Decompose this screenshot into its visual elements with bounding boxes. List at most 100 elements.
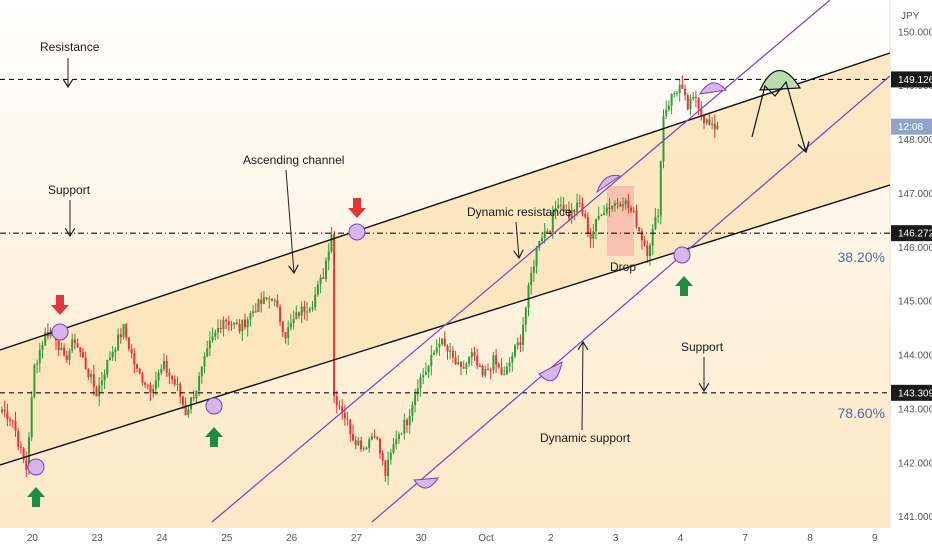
candle-body	[546, 231, 549, 233]
candle-body	[200, 366, 203, 377]
candle-body	[449, 350, 452, 352]
dynamic-resistance-line	[211, 0, 831, 523]
touch-marker	[205, 397, 223, 415]
candle-body	[441, 338, 444, 344]
candle-body	[465, 363, 468, 369]
y-tick-label: 142.000	[898, 458, 932, 469]
candle-body	[362, 448, 365, 450]
candle-body	[713, 123, 716, 130]
candle-body	[187, 409, 190, 415]
price-tag-label: 149.126	[898, 75, 932, 86]
candle-body	[416, 388, 419, 395]
x-tick-label: 26	[286, 533, 298, 544]
candle-body	[433, 352, 435, 355]
candle-body	[522, 324, 525, 345]
candle-body	[168, 372, 171, 376]
candle-body	[373, 436, 376, 438]
candle-body	[92, 374, 95, 388]
candle-body	[600, 215, 603, 217]
up-arrow-icon	[675, 276, 693, 296]
candle-body	[122, 324, 125, 338]
candle-body	[435, 347, 438, 353]
candle-body	[530, 272, 533, 286]
candle-body	[705, 119, 708, 123]
candle-body	[154, 380, 157, 389]
candle-body	[230, 324, 233, 326]
candle-body	[133, 353, 136, 365]
candle-body	[73, 339, 76, 344]
candle-body	[578, 202, 581, 204]
touch-arc	[699, 82, 727, 95]
candle-body	[370, 436, 373, 440]
x-tick-label: 23	[92, 533, 104, 544]
x-tick-label: Oct	[478, 533, 494, 544]
candle-body	[33, 364, 36, 398]
candle-body	[595, 218, 597, 232]
candle-body	[198, 376, 201, 391]
candle-body	[176, 383, 179, 385]
x-tick-label: 7	[742, 533, 748, 544]
candle-body	[700, 109, 703, 115]
candle-body	[559, 204, 562, 206]
candle-body	[368, 439, 371, 448]
candle-body	[438, 343, 441, 348]
candle-body	[457, 362, 460, 365]
candle-body	[484, 369, 487, 376]
candle-body	[673, 93, 676, 95]
candle-body	[400, 433, 403, 435]
projection-path	[751, 80, 806, 152]
candle-body	[19, 446, 22, 449]
candle-body	[30, 397, 33, 438]
candle-body	[114, 349, 117, 352]
candle-body	[681, 84, 684, 89]
candle-body	[430, 354, 433, 366]
candle-body	[179, 383, 182, 397]
candle-body	[443, 338, 446, 346]
candle-body	[360, 440, 363, 450]
candle-body	[403, 419, 406, 434]
candle-body	[246, 319, 249, 328]
price-tag	[891, 118, 932, 135]
candle-body	[306, 311, 309, 313]
candle-body	[314, 294, 317, 308]
candle-body	[703, 114, 705, 123]
candle-body	[335, 396, 338, 406]
candle-body	[638, 227, 641, 232]
candles-layer	[1, 75, 719, 486]
candle-body	[589, 232, 592, 239]
candle-body	[478, 365, 481, 367]
candle-body	[63, 347, 66, 356]
candle-body	[576, 202, 579, 213]
candle-body	[562, 204, 565, 212]
candle-body	[584, 214, 587, 217]
candle-body	[489, 369, 492, 371]
time-axis: 20 23 24 25 26 27 30 Oct 2 3 4 7 8 9	[27, 533, 878, 544]
candle-body	[684, 88, 687, 96]
candle-body	[568, 209, 570, 219]
candle-body	[357, 440, 360, 446]
candle-body	[643, 240, 646, 246]
candle-body	[543, 231, 546, 238]
candle-body	[95, 387, 98, 397]
candle-body	[325, 260, 327, 279]
candle-body	[662, 115, 665, 162]
down-arrow-icon	[348, 198, 366, 218]
candle-body	[397, 434, 400, 440]
candle-body	[87, 368, 90, 378]
candle-body	[249, 313, 252, 320]
candle-body	[462, 367, 465, 369]
candle-body	[333, 234, 336, 397]
candle-body	[163, 360, 165, 369]
candle-body	[225, 319, 228, 322]
candle-body	[514, 345, 516, 357]
candle-body	[551, 211, 554, 232]
x-tick-label: 3	[613, 533, 619, 544]
candle-body	[711, 123, 714, 125]
candle-body	[708, 119, 711, 125]
y-tick-label: 147.000	[898, 189, 932, 200]
candle-body	[217, 328, 219, 333]
green-arrows	[27, 276, 693, 507]
candle-body	[238, 324, 241, 332]
lower-tint-band	[0, 395, 890, 528]
candle-body	[473, 352, 476, 357]
